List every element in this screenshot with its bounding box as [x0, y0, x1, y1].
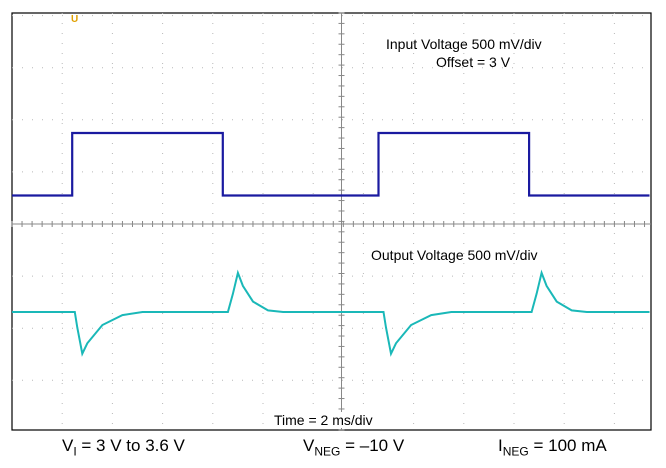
- output-voltage-trace: [12, 269, 650, 357]
- time-scale-label: Time = 2 ms/div: [272, 412, 375, 428]
- input-voltage-trace: [12, 131, 650, 197]
- input-voltage-label: Input Voltage 500 mV/div: [386, 36, 542, 52]
- caption-vi: VI = 3 V to 3.6 V: [62, 436, 185, 459]
- input-offset-label: Offset = 3 V: [436, 54, 511, 70]
- caption-ineg: INEG = 100 mA: [498, 436, 607, 459]
- plot-frame: [11, 12, 652, 431]
- output-voltage-label: Output Voltage 500 mV/div: [371, 247, 538, 263]
- caption-vneg: VNEG = –10 V: [303, 436, 405, 459]
- trigger-marker: U: [71, 14, 78, 25]
- grid: [11, 12, 651, 431]
